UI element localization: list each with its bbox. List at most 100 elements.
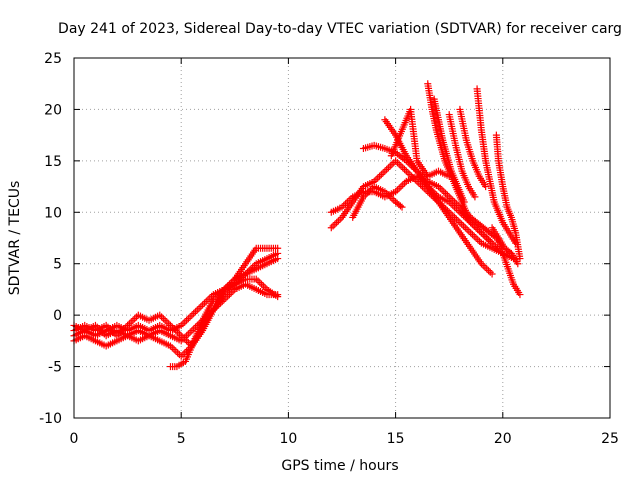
data-point bbox=[172, 347, 180, 355]
data-point bbox=[133, 313, 141, 321]
data-point bbox=[488, 270, 496, 278]
data-point bbox=[488, 239, 496, 247]
series-track-5 bbox=[166, 275, 282, 371]
data-point bbox=[399, 181, 407, 189]
axis-ticks bbox=[73, 57, 611, 419]
tick-labels: 0 5 10 15 20 25 -10 -5 0 5 10 15 20 25 bbox=[39, 51, 619, 447]
y-tick-label: -5 bbox=[48, 360, 62, 376]
data-point bbox=[396, 202, 404, 210]
data-point bbox=[158, 313, 166, 321]
data-point bbox=[191, 308, 199, 316]
chart-title: Day 241 of 2023, Sidereal Day-to-day VTE… bbox=[58, 21, 622, 37]
data-point bbox=[451, 203, 459, 211]
data-point bbox=[129, 316, 137, 324]
data-point bbox=[331, 220, 339, 228]
series-track-18 bbox=[488, 224, 522, 268]
data-point bbox=[470, 232, 478, 240]
series-track-14 bbox=[445, 111, 479, 201]
data-point bbox=[181, 335, 189, 343]
data-point bbox=[184, 330, 192, 338]
data-point bbox=[397, 183, 405, 191]
data-point bbox=[333, 219, 341, 227]
data-point bbox=[481, 263, 489, 271]
data-point bbox=[377, 171, 385, 179]
data-point bbox=[483, 265, 491, 273]
data-point bbox=[327, 224, 335, 232]
data-point bbox=[388, 160, 396, 168]
data-point bbox=[392, 157, 400, 165]
y-tick-label: -10 bbox=[39, 411, 62, 427]
y-axis-label: SDTVAR / TECUs bbox=[7, 181, 23, 296]
data-point bbox=[460, 198, 468, 206]
data-points bbox=[70, 80, 524, 371]
data-point bbox=[472, 234, 480, 242]
data-point bbox=[161, 316, 169, 324]
data-point bbox=[399, 164, 407, 172]
series-track-10 bbox=[381, 116, 496, 247]
data-point bbox=[274, 255, 282, 263]
data-point bbox=[365, 188, 373, 196]
data-point bbox=[376, 172, 384, 180]
data-point bbox=[379, 169, 387, 177]
data-point bbox=[193, 306, 201, 314]
series-track-15 bbox=[456, 105, 490, 191]
data-point bbox=[274, 244, 282, 252]
y-tick-label: 0 bbox=[53, 308, 62, 324]
y-tick-label: 20 bbox=[44, 102, 62, 118]
x-axis-label: GPS time / hours bbox=[281, 458, 398, 474]
data-point bbox=[463, 225, 471, 233]
data-point bbox=[402, 167, 410, 175]
x-tick-label: 15 bbox=[387, 431, 405, 447]
data-point bbox=[199, 301, 207, 309]
y-tick-label: 10 bbox=[44, 205, 62, 221]
data-point bbox=[516, 255, 524, 263]
data-point bbox=[183, 316, 191, 324]
data-point bbox=[398, 203, 406, 211]
series-track-9 bbox=[349, 183, 406, 221]
data-point bbox=[393, 159, 401, 167]
data-point bbox=[471, 193, 479, 201]
data-point bbox=[181, 318, 189, 326]
data-point bbox=[514, 260, 522, 268]
y-tick-label: 15 bbox=[44, 154, 62, 170]
series-track-4 bbox=[70, 244, 282, 350]
grid bbox=[74, 58, 610, 418]
data-point bbox=[395, 184, 403, 192]
series-track-11 bbox=[387, 105, 453, 180]
data-point bbox=[516, 291, 524, 299]
data-point bbox=[452, 205, 460, 213]
data-point bbox=[197, 303, 205, 311]
data-point bbox=[274, 293, 282, 301]
data-point bbox=[183, 337, 191, 345]
data-point bbox=[485, 267, 493, 275]
y-tick-label: 25 bbox=[44, 51, 62, 67]
data-point bbox=[395, 160, 403, 168]
data-point bbox=[383, 165, 391, 173]
data-point bbox=[468, 231, 476, 239]
data-point bbox=[186, 313, 194, 321]
data-point bbox=[401, 165, 409, 173]
series-track-3 bbox=[70, 280, 282, 360]
data-point bbox=[384, 164, 392, 172]
data-point bbox=[438, 186, 446, 194]
x-tick-label: 20 bbox=[494, 431, 512, 447]
data-point bbox=[186, 328, 194, 336]
plot-frame bbox=[73, 57, 611, 419]
data-point bbox=[483, 234, 491, 242]
data-point bbox=[381, 167, 389, 175]
data-point bbox=[190, 309, 198, 317]
data-point bbox=[397, 162, 405, 170]
data-point bbox=[467, 229, 475, 237]
data-point bbox=[334, 217, 342, 225]
x-tick-label: 25 bbox=[601, 431, 619, 447]
data-point bbox=[404, 169, 412, 177]
data-point bbox=[188, 311, 196, 319]
data-point bbox=[459, 222, 467, 230]
data-point bbox=[465, 212, 473, 220]
y-tick-label: 5 bbox=[53, 257, 62, 273]
x-tick-label: 0 bbox=[70, 431, 79, 447]
data-point bbox=[184, 315, 192, 323]
data-point bbox=[174, 349, 182, 357]
data-point bbox=[449, 201, 457, 209]
